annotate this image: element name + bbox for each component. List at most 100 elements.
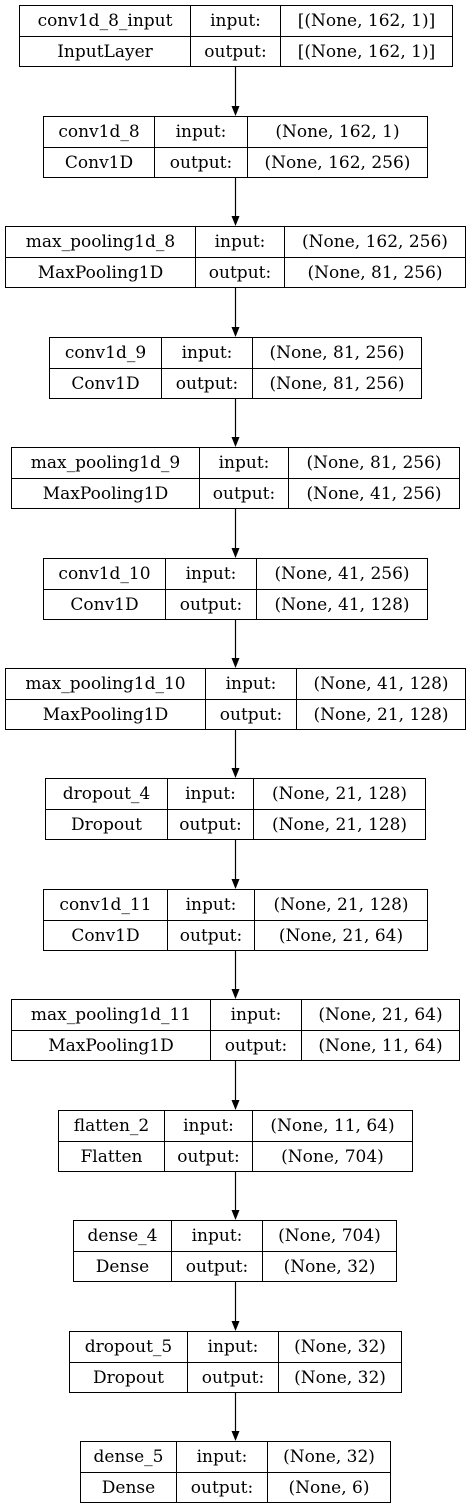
input-shape: (None, 21, 128) <box>273 895 409 915</box>
input-label: input: <box>181 343 233 363</box>
output-label: output: <box>208 262 272 283</box>
output-shape: (None, 21, 64) <box>278 925 404 946</box>
input-label: input: <box>218 453 270 473</box>
row-divider <box>20 36 452 37</box>
output-shape: (None, 32) <box>283 1256 376 1277</box>
input-shape: (None, 41, 128) <box>313 674 449 694</box>
output-label: output: <box>219 704 283 725</box>
layer-name: conv1d_11 <box>59 895 152 915</box>
layer-name: max_pooling1d_11 <box>30 1005 192 1025</box>
row-divider <box>70 1362 401 1363</box>
flow-arrow <box>231 67 240 116</box>
output-shape: (None, 41, 256) <box>306 483 442 504</box>
layer-name: dropout_4 <box>62 784 151 804</box>
output-shape: (None, 162, 256) <box>264 152 411 173</box>
output-label: output: <box>190 1477 254 1498</box>
output-shape: (None, 32) <box>294 1367 386 1388</box>
input-label: input: <box>196 1447 248 1467</box>
layer-name: dense_5 <box>93 1447 164 1467</box>
layer-type: MaxPooling1D <box>48 1035 174 1056</box>
input-shape: (None, 11, 64) <box>270 1116 395 1136</box>
layer-type: Flatten <box>80 1146 143 1167</box>
output-shape: (None, 81, 256) <box>269 373 405 394</box>
layer-type: Dropout <box>71 814 142 835</box>
layer-node: dropout_4 Dropout input: output: (None, 21, … <box>45 778 426 840</box>
output-shape: (None, 11, 64) <box>318 1035 443 1056</box>
layer-type: Conv1D <box>71 373 140 394</box>
layer-node: conv1d_9 Conv1D input: output: (None, 81, 25… <box>49 337 422 399</box>
row-divider <box>12 478 459 479</box>
layer-name: dropout_5 <box>84 1337 173 1357</box>
row-divider <box>6 699 465 700</box>
layer-type: MaxPooling1D <box>42 704 169 725</box>
layer-name: max_pooling1d_9 <box>30 453 181 473</box>
input-label: input: <box>183 1116 234 1136</box>
layer-type: MaxPooling1D <box>42 483 169 504</box>
layer-name: conv1d_10 <box>58 564 151 584</box>
input-shape: (None, 81, 256) <box>269 343 405 363</box>
layer-node: dropout_5 Dropout input: output: (None, 32) (… <box>69 1331 402 1393</box>
flow-arrow <box>231 509 240 558</box>
input-label: input: <box>175 122 227 142</box>
flow-arrow <box>231 951 240 999</box>
layer-type: Conv1D <box>64 152 134 173</box>
flow-arrow <box>231 1282 240 1331</box>
output-label: output: <box>224 1035 288 1056</box>
output-shape: (None, 6) <box>288 1477 370 1498</box>
output-label: output: <box>175 373 239 394</box>
flow-arrow <box>231 399 240 447</box>
output-label: output: <box>179 814 242 835</box>
layer-node: max_pooling1d_10 MaxPooling1D input: output… <box>5 668 466 730</box>
layer-name: conv1d_8 <box>58 122 140 142</box>
flow-arrow <box>231 620 240 668</box>
layer-node: flatten_2 Flatten input: output: (None, 11, … <box>58 1110 413 1172</box>
row-divider <box>44 147 427 148</box>
input-shape: (None, 162, 1) <box>275 122 400 142</box>
row-divider <box>44 589 427 590</box>
row-divider <box>12 1030 459 1031</box>
row-divider <box>74 1251 396 1252</box>
layer-type: Conv1D <box>71 925 140 946</box>
layer-name: max_pooling1d_10 <box>25 674 186 694</box>
output-label: output: <box>177 1146 240 1167</box>
input-label: input: <box>207 1337 259 1357</box>
output-label: output: <box>185 1256 249 1277</box>
input-label: input: <box>214 232 266 252</box>
input-shape: [(None, 162, 1)] <box>297 11 436 31</box>
layer-node: conv1d_10 Conv1D input: output: (None, 41, 2… <box>43 558 428 620</box>
flow-arrow <box>231 1393 240 1441</box>
layer-node: dense_5 Dense input: output: (None, 32) (None… <box>80 1441 391 1503</box>
output-shape: (None, 81, 256) <box>307 262 443 283</box>
flow-arrow <box>231 1061 240 1110</box>
input-shape: (None, 32) <box>283 1447 375 1467</box>
output-label: output: <box>201 1367 265 1388</box>
input-shape: (None, 21, 128) <box>271 784 408 804</box>
input-label: input: <box>225 674 277 694</box>
input-label: input: <box>191 1226 243 1246</box>
output-shape: (None, 41, 128) <box>274 594 410 615</box>
layer-type: Conv1D <box>70 594 139 615</box>
output-shape: (None, 21, 128) <box>271 814 408 835</box>
row-divider <box>44 920 427 921</box>
layer-node: conv1d_8 Conv1D input: output: (None, 162, 1… <box>43 116 428 178</box>
row-divider <box>46 809 425 810</box>
input-shape: (None, 704) <box>278 1226 381 1246</box>
layer-node: max_pooling1d_9 MaxPooling1D input: output:… <box>11 447 460 509</box>
layer-node: conv1d_8_input InputLayer input: output: [(N… <box>19 5 453 67</box>
input-shape: (None, 162, 256) <box>302 232 448 252</box>
input-shape: (None, 21, 64) <box>318 1005 443 1025</box>
output-shape: (None, 704) <box>281 1146 384 1167</box>
layer-type: Dense <box>101 1477 156 1498</box>
layer-node: conv1d_11 Conv1D input: output: (None, 21, 1… <box>43 889 428 951</box>
output-label: output: <box>204 41 267 62</box>
row-divider <box>59 1141 412 1142</box>
input-label: input: <box>185 564 237 584</box>
layer-name: conv1d_8_input <box>37 11 173 31</box>
flow-arrow <box>231 1172 240 1220</box>
output-label: output: <box>179 594 243 615</box>
layer-name: conv1d_9 <box>64 343 147 363</box>
input-label: input: <box>185 895 237 915</box>
input-label: input: <box>230 1005 282 1025</box>
